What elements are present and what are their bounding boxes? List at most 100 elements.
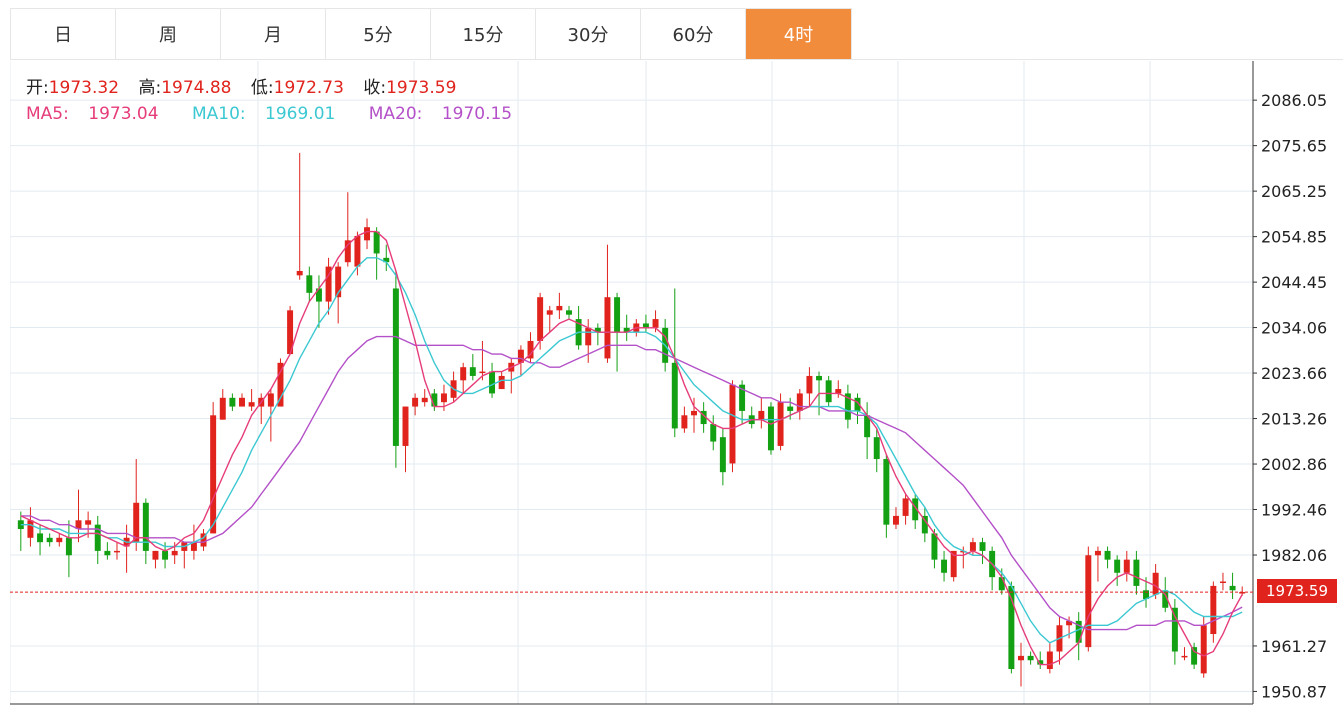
y-tick-label: 2023.66 bbox=[1261, 364, 1327, 383]
candle-body bbox=[344, 240, 351, 263]
candlestick-chart[interactable]: 2086.05 2075.65 2065.25 2054.85 2044.45 2034.… bbox=[10, 61, 1343, 706]
candle-body bbox=[594, 327, 601, 333]
y-tick-label: 2034.06 bbox=[1261, 319, 1327, 338]
candle-body bbox=[431, 393, 438, 407]
candle-body bbox=[623, 327, 630, 333]
candle-body bbox=[1123, 559, 1130, 573]
candle-body bbox=[1085, 555, 1092, 648]
tabs-divider bbox=[850, 59, 1343, 60]
candle-body bbox=[950, 550, 957, 578]
candle-body bbox=[652, 319, 659, 328]
candle-body bbox=[671, 362, 678, 429]
candle-body bbox=[364, 227, 371, 241]
candle-body bbox=[85, 520, 92, 525]
candle-body bbox=[787, 406, 794, 411]
tab-5min[interactable]: 5分 bbox=[326, 9, 431, 59]
candle-body bbox=[537, 297, 544, 341]
candle-body bbox=[1191, 647, 1198, 665]
tab-60min[interactable]: 60分 bbox=[641, 9, 746, 59]
candle-body bbox=[171, 550, 178, 556]
candle-body bbox=[566, 310, 572, 315]
open-value: 1973.32 bbox=[48, 78, 120, 98]
candle-body bbox=[739, 384, 746, 411]
candle-body bbox=[1152, 572, 1159, 595]
candle-body bbox=[402, 406, 409, 446]
candle-body bbox=[383, 257, 390, 263]
candle-body bbox=[1219, 581, 1226, 584]
candle-body bbox=[777, 402, 784, 446]
ma10-label: MA10: bbox=[191, 104, 246, 124]
candle-body bbox=[1094, 550, 1101, 556]
candle-body bbox=[1200, 625, 1207, 674]
candle-body bbox=[556, 305, 563, 311]
candle-body bbox=[864, 415, 871, 438]
candle-body bbox=[1037, 660, 1044, 665]
candle-body bbox=[306, 275, 313, 293]
candle-body bbox=[113, 550, 120, 553]
tab-4hour[interactable]: 4时 bbox=[746, 9, 851, 59]
candle-body bbox=[315, 288, 322, 302]
candle-body bbox=[1181, 655, 1188, 658]
candle-body bbox=[729, 384, 736, 464]
candle-body bbox=[825, 380, 832, 403]
candle-body bbox=[46, 537, 53, 543]
tab-week[interactable]: 周 bbox=[116, 9, 221, 59]
candle-body bbox=[190, 542, 197, 551]
high-label: 高: bbox=[138, 78, 162, 98]
candle-body bbox=[921, 515, 928, 534]
high-value: 1974.88 bbox=[161, 78, 232, 98]
candle-body bbox=[642, 323, 649, 328]
tab-day[interactable]: 日 bbox=[11, 9, 116, 59]
tab-30min[interactable]: 30分 bbox=[536, 9, 641, 59]
ma20-line bbox=[20, 335, 1243, 631]
candle-body bbox=[902, 498, 909, 516]
candle-body bbox=[248, 402, 255, 407]
candle-body bbox=[806, 375, 813, 394]
candle-body bbox=[681, 415, 688, 429]
candle-body bbox=[200, 533, 207, 547]
candle-body bbox=[75, 520, 82, 530]
candle-body bbox=[796, 393, 803, 411]
tab-15min[interactable]: 15分 bbox=[431, 9, 536, 59]
y-tick-label: 1961.27 bbox=[1261, 637, 1327, 656]
candle-body bbox=[162, 550, 169, 560]
candle-body bbox=[873, 437, 880, 460]
candle-body bbox=[604, 297, 611, 359]
candle-body bbox=[700, 410, 707, 425]
chart-canvas[interactable]: 2086.05 2075.65 2065.25 2054.85 2044.45 2034.… bbox=[10, 61, 1343, 706]
candle-body bbox=[392, 288, 399, 446]
ma10-readout: MA10: 1969.01 bbox=[192, 104, 349, 124]
candle-body bbox=[27, 520, 34, 538]
ma10-line bbox=[20, 257, 1243, 644]
tab-month[interactable]: 月 bbox=[221, 9, 326, 59]
candle-body bbox=[1066, 620, 1073, 626]
candle-body bbox=[498, 375, 505, 390]
ma20-readout: MA20: 1970.15 bbox=[369, 104, 526, 124]
candle-body bbox=[1027, 655, 1034, 661]
candle-body bbox=[1239, 592, 1246, 594]
ma20-label: MA20: bbox=[368, 104, 423, 124]
candle-body bbox=[931, 533, 938, 560]
candle-body bbox=[104, 550, 111, 556]
candle-body bbox=[267, 393, 274, 407]
y-tick-label: 1982.06 bbox=[1261, 546, 1327, 565]
candle-body bbox=[94, 524, 101, 551]
candle-body bbox=[133, 502, 140, 543]
y-tick-label: 2054.85 bbox=[1261, 228, 1327, 247]
candle-body bbox=[152, 550, 159, 560]
candle-body bbox=[210, 415, 217, 534]
candle-body bbox=[719, 437, 726, 473]
candle-body bbox=[835, 389, 842, 394]
ma5-value: 1973.04 bbox=[88, 104, 159, 124]
candle-body bbox=[1162, 590, 1169, 608]
candle-body bbox=[479, 371, 486, 374]
ma5-line bbox=[20, 230, 1243, 666]
low-label: 低: bbox=[250, 78, 274, 98]
candle-body bbox=[296, 270, 303, 276]
candle-body bbox=[1018, 655, 1024, 661]
open-label: 开: bbox=[26, 78, 49, 98]
current-price-tag: 1973.59 bbox=[1257, 579, 1337, 603]
candle-body bbox=[844, 393, 851, 420]
candle-body bbox=[912, 498, 919, 521]
candle-body bbox=[229, 397, 236, 407]
